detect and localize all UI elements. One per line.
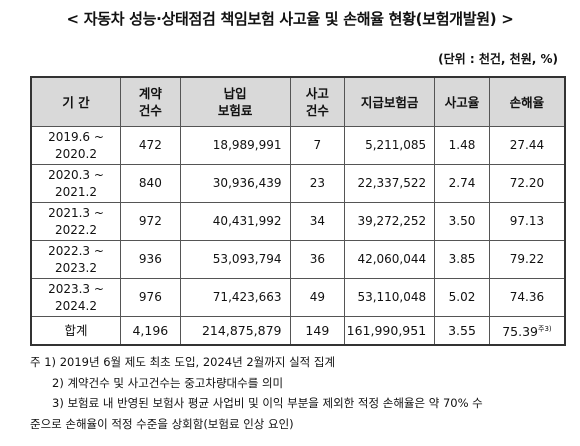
value-cell: 1.48 [434, 126, 490, 165]
value-cell: 936 [120, 240, 181, 279]
value-cell: 3.55 [434, 316, 490, 346]
period-cell: 2023.3 ~ 2024.2 [30, 278, 121, 317]
cell-line: 2021.3 ~ [48, 205, 104, 220]
value-cell: 27.44 [488, 126, 566, 165]
table: 기 간 계약 건수 납입 보험료 사고 건수 지급보험금 사고율 손해율 2019.6 ~2020… [30, 76, 566, 346]
cell-line: 사고 [305, 86, 329, 101]
note-line: 준으로 손해율이 적정 수준을 상회함(보험료 인상 요인) [30, 416, 294, 431]
value-cell: 72.20 [488, 164, 566, 203]
value-cell: 972 [120, 202, 181, 241]
period-cell: 2022.3 ~ 2023.2 [30, 240, 121, 279]
cell-line: 2023.3 ~ [48, 281, 104, 296]
cell-line: 건수 [138, 103, 162, 118]
title: < 자동차 성능·상태점검 책임보험 사고율 및 손해율 현황(보험개발원) > [66, 10, 514, 28]
cell-line: 건수 [305, 103, 329, 118]
value-cell: 22,337,522 [344, 164, 436, 203]
value-cell: 74.36 [488, 278, 566, 317]
header-cell: 손해율 [488, 76, 566, 127]
cell-line: 2019.6 ~ [48, 129, 104, 144]
cell-line: 2023.2 [55, 260, 97, 275]
cell-line: 2020.2 [55, 146, 97, 161]
note-line: 3) 보험료 내 반영된 보험사 평균 사업비 및 이익 부분을 제외한 적정 … [52, 396, 483, 410]
value-cell: 42,060,044 [344, 240, 436, 279]
value-cell: 30,936,439 [179, 164, 291, 203]
value-cell: 3.85 [434, 240, 490, 279]
value-cell: 23 [289, 164, 346, 203]
note-line: 주 1) 2019년 6월 제도 최초 도입, 2024년 2월까지 실적 집계 [30, 355, 336, 369]
value-cell: 18,989,991 [179, 126, 291, 165]
value-cell: 840 [120, 164, 181, 203]
cell-line: 2020.3 ~ [48, 167, 104, 182]
value-cell: 149 [289, 316, 346, 346]
cell-line: 납입 [223, 86, 247, 101]
value-cell: 79.22 [488, 240, 566, 279]
cell-line: 보험료 [217, 103, 253, 118]
notes: 주 1) 2019년 6월 제도 최초 도입, 2024년 2월까지 실적 집계… [30, 352, 570, 434]
value-cell: 161,990,951 [344, 316, 436, 346]
value-cell: 53,093,794 [179, 240, 291, 279]
cell-line: 기 간 [62, 94, 90, 110]
header-row: 기 간 계약 건수 납입 보험료 사고 건수 지급보험금 사고율 손해율 [30, 76, 566, 127]
total-label: 합계 [30, 316, 121, 346]
table-row: 2020.3 ~2021.2 840 30,936,439 23 22,337,522 2… [30, 164, 566, 203]
total-row: 합계 4,196 214,875,879 149 161,990,951 3.55 75.3… [30, 316, 566, 346]
table-row: 2021.3 ~ 2022.2 972 40,431,992 34 39,272,252 3… [30, 202, 566, 241]
note-line: 2) 계약건수 및 사고건수는 중고차량대수를 의미 [52, 375, 284, 390]
cell-line: 사고율 [444, 94, 480, 110]
table-row: 2019.6 ~ 2020.2 472 18,989,991 7 5,211,085 1.4… [30, 126, 566, 165]
cell-line: 2022.2 [55, 222, 97, 237]
value-cell: 7 [289, 126, 346, 165]
value-cell: 39,272,252 [344, 202, 436, 241]
value-cell: 2.74 [434, 164, 490, 203]
value-cell: 40,431,992 [179, 202, 291, 241]
header-cell: 기 간 [30, 76, 121, 127]
table-row: 2023.3 ~ 2024.2 976 71,423,663 49 53,110,048 5… [30, 278, 566, 317]
value-cell: 53,110,048 [344, 278, 436, 317]
cell-line: 지급보험금 [360, 94, 419, 110]
note-ref: 주3) [538, 324, 552, 333]
cell-line: 2021.2 [55, 184, 97, 199]
value-cell: 472 [120, 126, 181, 165]
value-cell: 71,423,663 [179, 278, 291, 317]
value-cell: 4,196 [120, 316, 181, 346]
value-cell: 5,211,085 [344, 126, 436, 165]
table-row: 2022.3 ~ 2023.2 936 53,093,794 36 42,060,044 3… [30, 240, 566, 279]
period-cell: 2021.3 ~ 2022.2 [30, 202, 121, 241]
period-cell: 2019.6 ~ 2020.2 [30, 126, 121, 165]
cell-value: 75.39 [502, 324, 539, 340]
value-cell: 3.50 [434, 202, 490, 241]
table-body: 2019.6 ~ 2020.2 472 18,989,991 7 5,211,085 1.4… [30, 126, 566, 346]
unit-note: (단위 : 천건, 천원, %) [438, 52, 558, 66]
value-cell: 75.39주3) [488, 316, 566, 346]
value-cell: 49 [289, 278, 346, 317]
value-cell: 34 [289, 202, 346, 241]
value-cell: 214,875,879 [179, 316, 291, 346]
cell-line: 2022.3 ~ [48, 243, 104, 258]
period-cell: 2020.3 ~ 2021.2 [30, 164, 121, 203]
value-cell: 5.02 [434, 278, 490, 317]
cell-line: 손해율 [509, 94, 545, 110]
cell-line: 계약 [138, 86, 162, 101]
value-cell: 97.13 [488, 202, 566, 241]
header-cell: 사고율 [434, 76, 490, 127]
value-cell: 976 [120, 278, 181, 317]
cell-line: 2024.2 [55, 298, 97, 313]
value-cell: 36 [289, 240, 346, 279]
header-cell: 지급보험금 [344, 76, 436, 127]
